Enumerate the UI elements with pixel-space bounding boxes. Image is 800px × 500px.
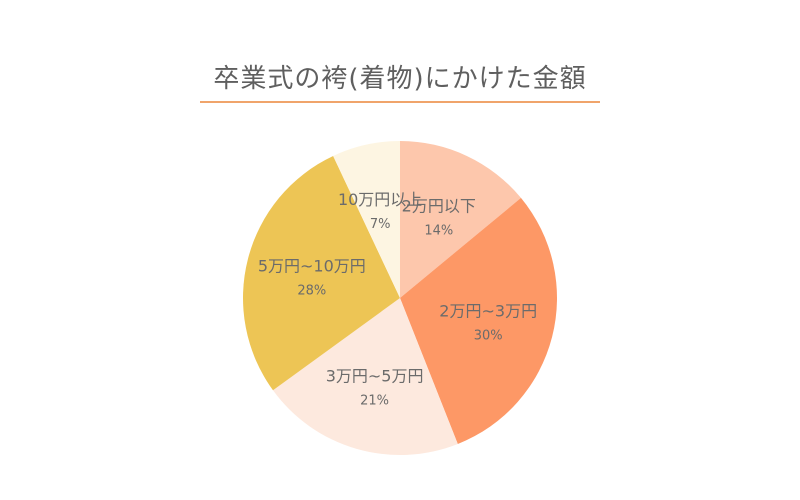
pie-slice-4 (243, 155, 400, 391)
slice-label-4: 5万円~10万円 (258, 256, 366, 275)
slice-label-1: 2万円以下 (402, 197, 476, 216)
slice-percent-5: 7% (370, 217, 391, 232)
slice-percent-1: 14% (424, 224, 453, 239)
slice-label-2: 2万円~3万円 (439, 302, 537, 321)
pie-slice-2 (400, 197, 557, 444)
slice-percent-3: 21% (360, 393, 389, 408)
title-underline (200, 101, 600, 103)
pie-slice-5 (333, 141, 400, 298)
pie-slice-3 (272, 298, 458, 455)
slice-percent-2: 30% (474, 329, 503, 344)
slice-percent-4: 28% (297, 283, 326, 298)
pie-slices (243, 141, 557, 455)
chart-title: 卒業式の袴(着物)にかけた金額 (213, 64, 587, 94)
slice-label-5: 10万円以上 (338, 190, 422, 209)
slice-label-3: 3万円~5万円 (326, 366, 424, 385)
pie-slice-1 (400, 141, 521, 298)
pie-labels: 2万円以下 14% 2万円~3万円 30% 3万円~5万円 21% 5万円~10万円 28% 1… (258, 190, 537, 408)
